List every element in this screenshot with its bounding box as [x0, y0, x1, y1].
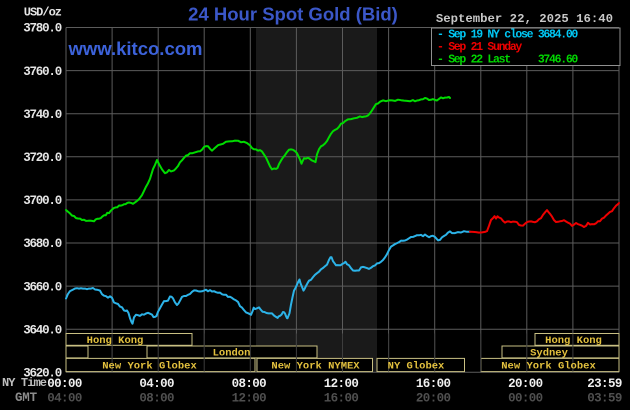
svg-text:- Sep 19 NY close 3684.00: - Sep 19 NY close 3684.00	[437, 29, 578, 42]
svg-text:16:00: 16:00	[416, 377, 451, 391]
svg-text:- Sep 21 Sunday: - Sep 21 Sunday	[437, 41, 522, 54]
svg-text:08:00: 08:00	[139, 391, 174, 405]
svg-text:23:59: 23:59	[587, 377, 622, 391]
svg-text:NY Time: NY Time	[2, 376, 47, 390]
svg-text:12:00: 12:00	[232, 391, 267, 405]
svg-text:Hong Kong: Hong Kong	[87, 335, 144, 347]
svg-text:08:00: 08:00	[232, 377, 267, 391]
svg-text:04:00: 04:00	[139, 377, 174, 391]
svg-text:3780.0: 3780.0	[23, 22, 62, 36]
svg-text:20:00: 20:00	[508, 377, 543, 391]
svg-text:04:00: 04:00	[47, 391, 82, 405]
svg-text:New York Globex: New York Globex	[102, 361, 197, 373]
svg-text:3760.0: 3760.0	[23, 65, 62, 79]
svg-text:24 Hour Spot Gold (Bid): 24 Hour Spot Gold (Bid)	[188, 4, 398, 25]
svg-text:NY Globex: NY Globex	[388, 361, 445, 373]
svg-text:03:59: 03:59	[587, 391, 622, 405]
svg-text:New York NYMEX: New York NYMEX	[271, 361, 360, 373]
svg-text:3720.0: 3720.0	[23, 151, 62, 165]
svg-text:20:00: 20:00	[416, 391, 451, 405]
svg-text:3740.0: 3740.0	[23, 108, 62, 122]
svg-text:3620.0: 3620.0	[23, 367, 62, 381]
svg-text:3700.0: 3700.0	[23, 194, 62, 208]
svg-text:3660.0: 3660.0	[23, 280, 62, 294]
svg-text:www.kitco.com: www.kitco.com	[68, 38, 203, 59]
svg-text:Hong Kong: Hong Kong	[545, 335, 602, 347]
svg-text:3640.0: 3640.0	[23, 323, 62, 337]
svg-text:16:00: 16:00	[324, 391, 359, 405]
svg-text:London: London	[213, 348, 251, 360]
svg-text:- Sep 22 Last 3746.60: - Sep 22 Last 3746.60	[437, 54, 578, 67]
svg-text:12:00: 12:00	[324, 377, 359, 391]
svg-text:00:00: 00:00	[47, 377, 82, 391]
svg-text:USD/oz: USD/oz	[24, 6, 62, 20]
svg-text:Sydney: Sydney	[530, 348, 569, 360]
svg-text:September 22, 2025 16:40: September 22, 2025 16:40	[436, 12, 613, 26]
svg-text:GMT: GMT	[15, 391, 38, 405]
svg-text:3680.0: 3680.0	[23, 237, 62, 251]
svg-text:New York Globex: New York Globex	[501, 361, 596, 373]
svg-text:00:00: 00:00	[508, 391, 543, 405]
